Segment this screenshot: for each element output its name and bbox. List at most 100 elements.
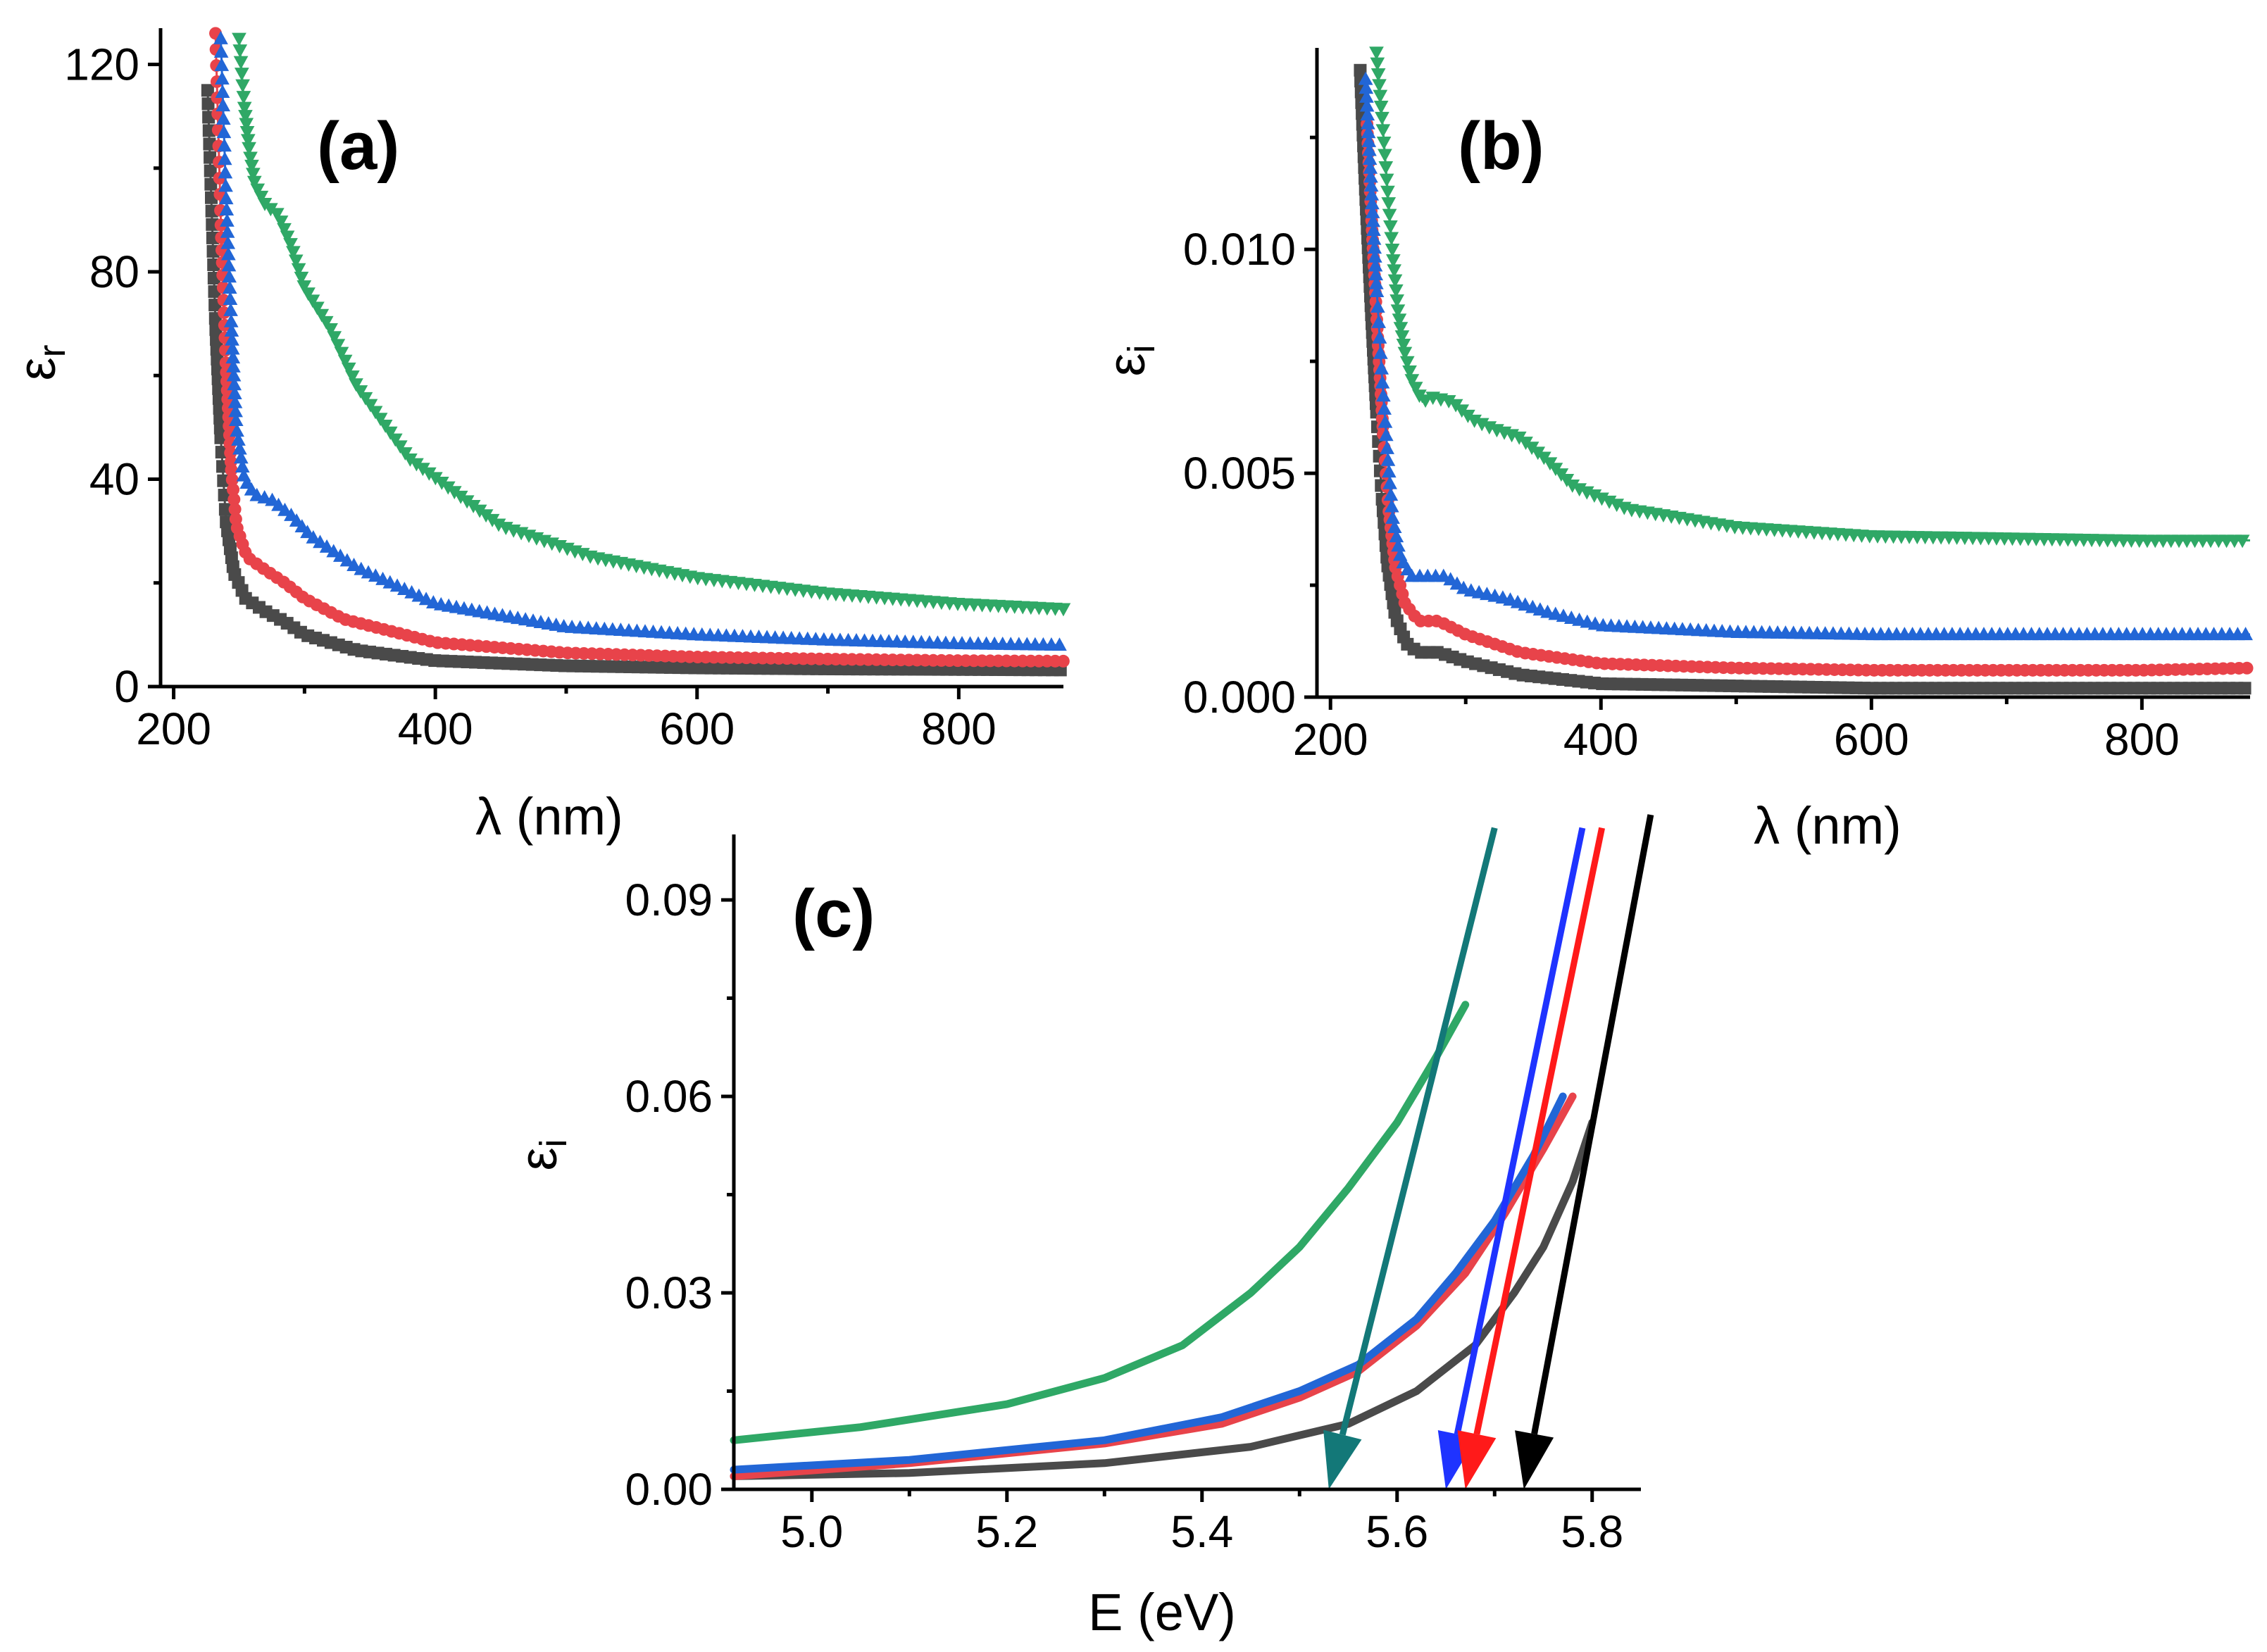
panel-b-series-blue-marker	[1384, 499, 1399, 513]
panel-a-series-blue-marker	[220, 224, 235, 238]
panel-a-series-blue-marker	[223, 313, 239, 327]
panel-a-series-green-marker	[377, 420, 393, 433]
panel-b-series-green-marker	[1511, 431, 1527, 445]
panel-a-series-green-marker	[277, 223, 292, 237]
panel-b-series-green-marker	[1381, 197, 1397, 211]
panel-a-series-green-marker	[392, 440, 408, 454]
panel-a-series-green-marker	[250, 183, 266, 197]
panel-b-series-green-marker	[1378, 149, 1392, 163]
panel-a-series-green-marker	[234, 68, 249, 82]
panel-b-chart: (b) λ (nm) εi 200 400 600 800 0.000 0.005 0.01…	[1097, 46, 2254, 855]
panel-b-series-blue-marker	[1362, 142, 1377, 156]
panel-a-series-blue-marker	[216, 111, 231, 125]
panel-a-series-blue-marker	[221, 246, 236, 261]
panel-a-series-green-marker	[239, 125, 255, 139]
panel-a-series-red	[209, 27, 1070, 668]
panel-a-series-green-marker	[459, 495, 475, 509]
panel-a-series-blue-marker	[222, 280, 237, 294]
panel-a-series-green-marker	[301, 287, 316, 301]
panel-a-series-green-marker	[246, 175, 262, 189]
panel-b-series-blue-marker	[1381, 464, 1397, 478]
panel-a-series-blue-marker	[225, 341, 240, 355]
panel-a-series-red-marker	[223, 437, 237, 451]
panel-b-series-blue-marker	[1366, 213, 1381, 227]
panel-a-series-green-marker	[305, 294, 320, 308]
panel-c-label: (c)	[792, 876, 875, 951]
panel-a-series-red-marker	[227, 493, 241, 506]
panel-b-series-blue-marker	[1368, 267, 1384, 281]
panel-a-series-green-marker	[235, 79, 250, 93]
panel-a-series-green-marker	[421, 467, 437, 481]
panel-b-series-blue-marker	[1385, 510, 1400, 524]
panel-a-series-blue-marker	[231, 432, 246, 446]
panel-b-series-green-marker	[1373, 89, 1388, 104]
panel-b-series-blue-marker	[1363, 169, 1378, 183]
panel-b-series-blue-marker	[1389, 529, 1404, 543]
panel-b-series-green	[1369, 46, 2250, 549]
panel-a-series-blue-marker	[233, 450, 249, 464]
panel-b-series-green-marker	[1375, 124, 1391, 138]
panel-a-series-green-marker	[434, 477, 449, 490]
panel-a-series-green-marker	[409, 458, 424, 472]
panel-b-series-green-marker	[1402, 365, 1417, 379]
panel-c-y-tick-label: 0.03	[625, 1268, 713, 1318]
panel-a-series-blue-marker	[228, 403, 243, 418]
panel-b-series-blue-marker	[1363, 160, 1378, 174]
panel-b-series-green-marker	[1383, 220, 1398, 234]
panel-b-series-blue-marker	[1371, 314, 1387, 328]
panel-a-series-blue-marker	[226, 358, 241, 373]
panel-b-series-blue-marker	[1383, 487, 1399, 501]
panel-b-series-blue-marker	[1359, 98, 1375, 112]
panel-a-series-green-marker	[327, 331, 342, 345]
panel-a-series-blue-marker	[319, 539, 335, 553]
panel-a-series-green-marker	[236, 91, 251, 105]
panel-b-series-blue-marker	[1369, 284, 1385, 298]
panel-c-x-tick-label: 5.4	[1170, 1506, 1233, 1557]
panel-a-series-green-marker	[296, 280, 312, 294]
panel-a-series-green-marker	[466, 500, 481, 513]
panel-b-series-blue-marker	[1358, 71, 1373, 85]
panel-c-x-tick-label: 5.2	[975, 1506, 1038, 1557]
panel-b-series-blue-marker	[1380, 452, 1396, 466]
panel-a-series-blue-marker	[216, 125, 232, 139]
panel-b-series-green-marker	[1384, 232, 1399, 246]
panel-c-arrow-red-shaft	[1473, 827, 1606, 1435]
panel-b-series-blue-marker	[1380, 440, 1394, 454]
panel-b-series-blue-marker	[1361, 115, 1375, 130]
panel-b-series-green-marker	[1441, 395, 1456, 409]
panel-a-series-blue-marker	[313, 534, 327, 549]
panel-c-arrow-black-head	[1515, 1430, 1554, 1489]
panel-a-series-green-marker	[243, 151, 258, 165]
panel-a-series-green-marker	[440, 481, 456, 495]
panel-a-series-blue-marker	[223, 292, 238, 306]
panel-b-series-blue-marker	[1369, 275, 1384, 289]
panel-b-series-blue-marker	[1361, 125, 1376, 139]
panel-a-series-blue-marker	[339, 553, 355, 567]
panel-b-series-green-marker	[1393, 322, 1409, 336]
panel-a-series-green-marker	[269, 208, 285, 222]
panel-b-x-tick-label: 600	[1834, 714, 1909, 765]
panel-c-series-green-line	[730, 1001, 1470, 1444]
panel-c-chart: (c) E (eV) εi 5.0 5.2 5.4 5.6 5.8 0.00 0.03 0.0…	[509, 814, 1654, 1641]
panel-c-axes: 5.0 5.2 5.4 5.6 5.8 0.00 0.03 0.06 0.09	[625, 834, 1641, 1557]
panel-a-series-green-marker	[330, 339, 346, 353]
panel-c-arrow-black-shaft	[1531, 814, 1654, 1435]
panel-b-series-green-marker	[1408, 382, 1423, 396]
panel-b-series-blue-marker	[1366, 231, 1382, 245]
panel-c-y-axis-title: εi	[509, 1139, 575, 1171]
panel-b-series-green-marker	[1389, 294, 1404, 308]
panel-a-series-green-marker	[416, 463, 430, 477]
panel-a-series-green-marker	[244, 159, 259, 173]
panel-b-series-blue-marker	[1378, 427, 1394, 442]
panel-a-series-red-marker	[228, 503, 242, 516]
panel-b-y-tick-label: 0.010	[1183, 224, 1296, 275]
panel-a-series-blue-marker	[228, 413, 244, 427]
panel-a-series-blue-marker	[346, 558, 361, 571]
panel-c-arrow-blue-shaft	[1454, 827, 1586, 1435]
panel-a-series-blue-marker	[226, 368, 242, 382]
panel-a-series-blue-marker	[215, 71, 230, 85]
panel-a-series-green-marker	[337, 354, 353, 368]
panel-a-series-green-marker	[294, 271, 309, 285]
panel-a-series-green-marker	[345, 370, 360, 384]
panel-a-series-green-marker	[273, 215, 289, 230]
